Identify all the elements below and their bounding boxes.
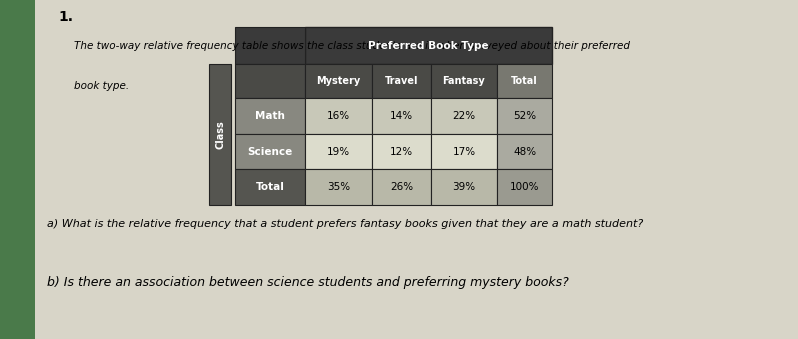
FancyBboxPatch shape [372, 64, 431, 98]
FancyBboxPatch shape [372, 98, 431, 134]
FancyBboxPatch shape [306, 98, 372, 134]
FancyBboxPatch shape [0, 0, 35, 339]
Text: 12%: 12% [389, 147, 413, 157]
Text: 48%: 48% [513, 147, 536, 157]
Text: The two-way relative frequency table shows the class students are in when survey: The two-way relative frequency table sho… [74, 41, 630, 51]
Text: 1.: 1. [59, 10, 73, 24]
Text: a) What is the relative frequency that a student prefers fantasy books given tha: a) What is the relative frequency that a… [47, 219, 643, 228]
FancyBboxPatch shape [372, 170, 431, 205]
Text: 100%: 100% [510, 182, 539, 192]
FancyBboxPatch shape [306, 170, 372, 205]
Text: Total: Total [512, 76, 538, 86]
FancyBboxPatch shape [209, 64, 231, 205]
FancyBboxPatch shape [431, 64, 497, 98]
Text: 22%: 22% [452, 111, 476, 121]
Text: Fantasy: Fantasy [443, 76, 485, 86]
Text: Math: Math [255, 111, 285, 121]
FancyBboxPatch shape [306, 134, 372, 170]
FancyBboxPatch shape [497, 170, 552, 205]
FancyBboxPatch shape [235, 27, 306, 64]
FancyBboxPatch shape [306, 64, 372, 98]
FancyBboxPatch shape [497, 98, 552, 134]
FancyBboxPatch shape [431, 98, 497, 134]
FancyBboxPatch shape [306, 27, 552, 64]
Text: Mystery: Mystery [317, 76, 361, 86]
Text: 39%: 39% [452, 182, 476, 192]
Text: Science: Science [247, 147, 293, 157]
Text: 19%: 19% [327, 147, 350, 157]
FancyBboxPatch shape [235, 98, 306, 134]
Text: Travel: Travel [385, 76, 418, 86]
Text: 26%: 26% [389, 182, 413, 192]
FancyBboxPatch shape [235, 170, 306, 205]
FancyBboxPatch shape [497, 64, 552, 98]
FancyBboxPatch shape [497, 134, 552, 170]
Text: 52%: 52% [513, 111, 536, 121]
FancyBboxPatch shape [431, 134, 497, 170]
Text: 35%: 35% [327, 182, 350, 192]
FancyBboxPatch shape [235, 134, 306, 170]
Text: 14%: 14% [389, 111, 413, 121]
FancyBboxPatch shape [235, 64, 306, 98]
Text: Class: Class [215, 120, 225, 149]
Text: book type.: book type. [74, 81, 129, 91]
FancyBboxPatch shape [431, 170, 497, 205]
FancyBboxPatch shape [372, 134, 431, 170]
Text: Total: Total [255, 182, 285, 192]
Text: b) Is there an association between science students and preferring mystery books: b) Is there an association between scien… [47, 276, 569, 289]
Text: 17%: 17% [452, 147, 476, 157]
Text: Preferred Book Type: Preferred Book Type [369, 41, 489, 51]
Text: 16%: 16% [327, 111, 350, 121]
